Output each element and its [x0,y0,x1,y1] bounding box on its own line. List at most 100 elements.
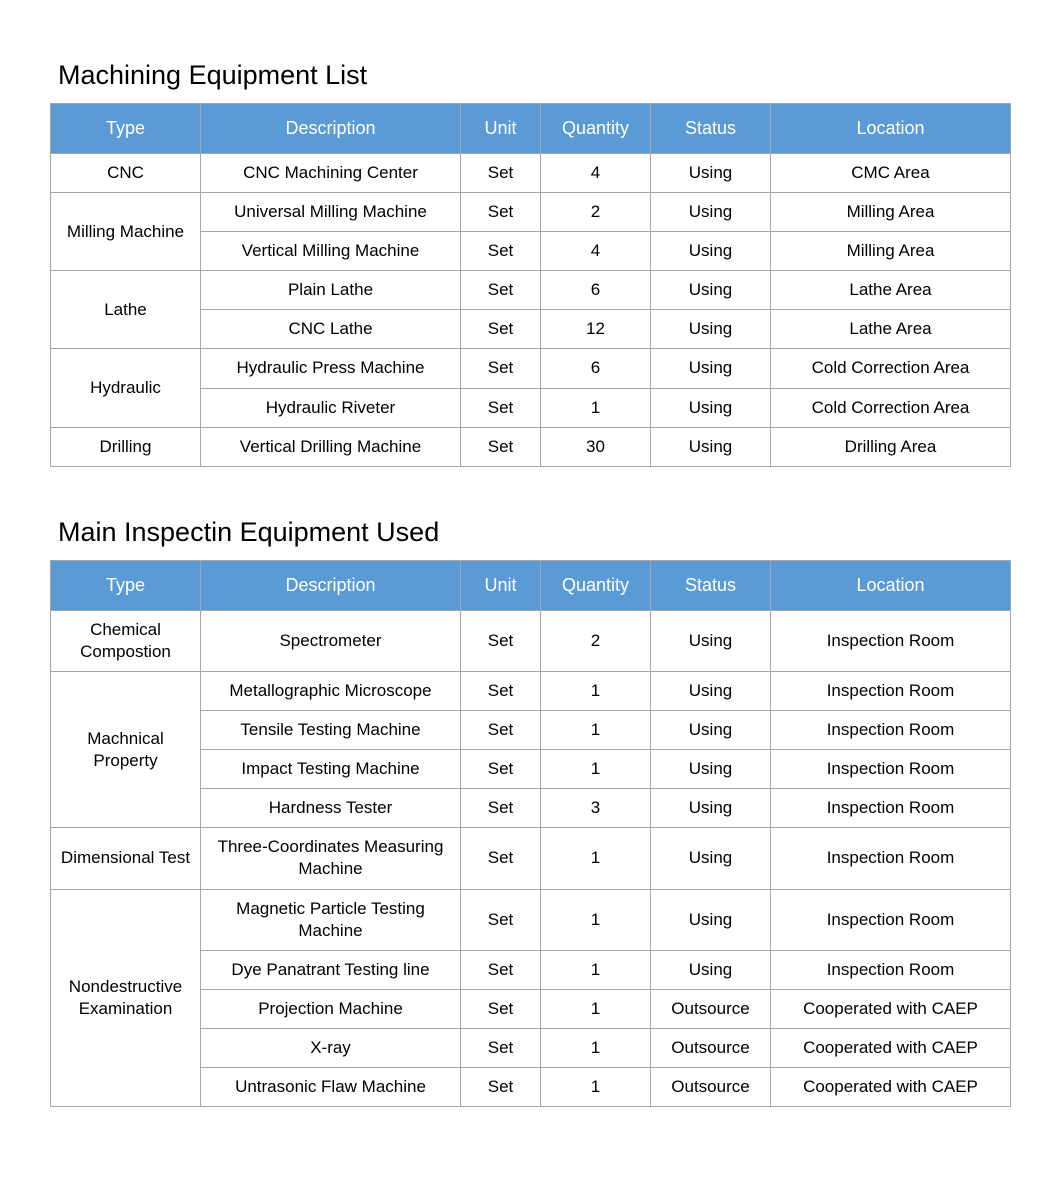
cell-unit: Set [461,349,541,388]
cell-location: Cooperated with CAEP [771,1067,1011,1106]
table-row: Chemical CompostionSpectrometerSet2Using… [51,610,1011,671]
cell-description: Vertical Drilling Machine [201,427,461,466]
cell-status: Using [651,711,771,750]
cell-unit: Set [461,750,541,789]
cell-unit: Set [461,1067,541,1106]
cell-description: Untrasonic Flaw Machine [201,1067,461,1106]
cell-quantity: 1 [541,750,651,789]
cell-description: Projection Machine [201,989,461,1028]
cell-status: Outsource [651,1067,771,1106]
cell-description: Metallographic Microscope [201,671,461,710]
cell-status: Using [651,427,771,466]
cell-description: X-ray [201,1028,461,1067]
cell-description: Tensile Testing Machine [201,711,461,750]
cell-description: Universal Milling Machine [201,193,461,232]
column-header: Status [651,104,771,154]
column-header: Unit [461,104,541,154]
column-header: Description [201,560,461,610]
cell-type: CNC [51,154,201,193]
cell-unit: Set [461,989,541,1028]
cell-type: Machnical Property [51,671,201,827]
cell-unit: Set [461,1028,541,1067]
cell-quantity: 2 [541,610,651,671]
cell-unit: Set [461,889,541,950]
section-title: Main Inspectin Equipment Used [58,517,1010,548]
section-title: Machining Equipment List [58,60,1010,91]
cell-unit: Set [461,671,541,710]
cell-unit: Set [461,193,541,232]
table-row: Nondestructive ExaminationMagnetic Parti… [51,889,1011,950]
column-header: Location [771,104,1011,154]
cell-type: Chemical Compostion [51,610,201,671]
table-row: CNCCNC Machining CenterSet4UsingCMC Area [51,154,1011,193]
cell-status: Using [651,232,771,271]
cell-location: Inspection Room [771,789,1011,828]
cell-type: Hydraulic [51,349,201,427]
cell-location: Inspection Room [771,711,1011,750]
cell-location: Cooperated with CAEP [771,989,1011,1028]
cell-status: Using [651,789,771,828]
cell-quantity: 3 [541,789,651,828]
cell-status: Using [651,349,771,388]
cell-status: Using [651,310,771,349]
cell-quantity: 1 [541,388,651,427]
cell-quantity: 1 [541,711,651,750]
cell-location: Milling Area [771,232,1011,271]
table-row: LathePlain LatheSet6UsingLathe Area [51,271,1011,310]
column-header: Status [651,560,771,610]
cell-unit: Set [461,232,541,271]
table-row: Machnical PropertyMetallographic Microsc… [51,671,1011,710]
table-header-row: TypeDescriptionUnitQuantityStatusLocatio… [51,560,1011,610]
cell-type: Drilling [51,427,201,466]
cell-description: Hardness Tester [201,789,461,828]
cell-quantity: 1 [541,828,651,889]
cell-unit: Set [461,950,541,989]
cell-location: Lathe Area [771,310,1011,349]
cell-location: Inspection Room [771,610,1011,671]
cell-location: Milling Area [771,193,1011,232]
cell-quantity: 6 [541,349,651,388]
cell-description: CNC Machining Center [201,154,461,193]
cell-unit: Set [461,388,541,427]
column-header: Quantity [541,104,651,154]
cell-status: Using [651,889,771,950]
table-row: Milling MachineUniversal Milling Machine… [51,193,1011,232]
cell-status: Outsource [651,1028,771,1067]
cell-location: Cold Correction Area [771,388,1011,427]
cell-unit: Set [461,610,541,671]
equipment-table: TypeDescriptionUnitQuantityStatusLocatio… [50,103,1011,467]
cell-quantity: 12 [541,310,651,349]
cell-quantity: 1 [541,989,651,1028]
cell-status: Using [651,271,771,310]
cell-status: Using [651,388,771,427]
equipment-table: TypeDescriptionUnitQuantityStatusLocatio… [50,560,1011,1107]
cell-status: Using [651,193,771,232]
cell-description: CNC Lathe [201,310,461,349]
cell-type: Milling Machine [51,193,201,271]
cell-location: Inspection Room [771,889,1011,950]
cell-unit: Set [461,427,541,466]
cell-location: Inspection Room [771,750,1011,789]
cell-description: Hydraulic Riveter [201,388,461,427]
cell-quantity: 30 [541,427,651,466]
cell-status: Using [651,671,771,710]
cell-status: Using [651,828,771,889]
cell-location: Inspection Room [771,671,1011,710]
cell-description: Dye Panatrant Testing line [201,950,461,989]
cell-unit: Set [461,154,541,193]
cell-status: Using [651,950,771,989]
cell-quantity: 1 [541,1067,651,1106]
cell-location: Cold Correction Area [771,349,1011,388]
cell-unit: Set [461,711,541,750]
cell-unit: Set [461,828,541,889]
cell-quantity: 1 [541,1028,651,1067]
cell-unit: Set [461,271,541,310]
table-row: Dimensional TestThree-Coordinates Measur… [51,828,1011,889]
cell-description: Hydraulic Press Machine [201,349,461,388]
cell-description: Plain Lathe [201,271,461,310]
cell-type: Lathe [51,271,201,349]
table-row: DrillingVertical Drilling MachineSet30Us… [51,427,1011,466]
cell-type: Nondestructive Examination [51,889,201,1107]
cell-unit: Set [461,789,541,828]
cell-status: Outsource [651,989,771,1028]
